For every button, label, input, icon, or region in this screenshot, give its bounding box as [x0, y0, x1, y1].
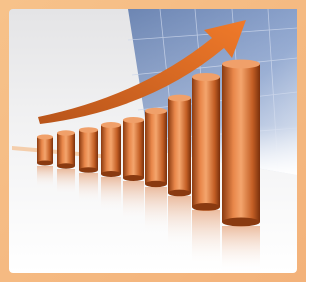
cylinder: [37, 135, 53, 189]
illustration: [0, 0, 306, 282]
cylinder: [168, 95, 191, 248]
page: [0, 0, 306, 282]
cylinder: [192, 73, 220, 266]
cylinder: [101, 122, 121, 211]
cylinder: [123, 117, 144, 221]
cylinder: [79, 127, 98, 203]
cylinder: [222, 60, 260, 273]
cylinder: [57, 130, 75, 195]
cylinder: [145, 108, 167, 233]
